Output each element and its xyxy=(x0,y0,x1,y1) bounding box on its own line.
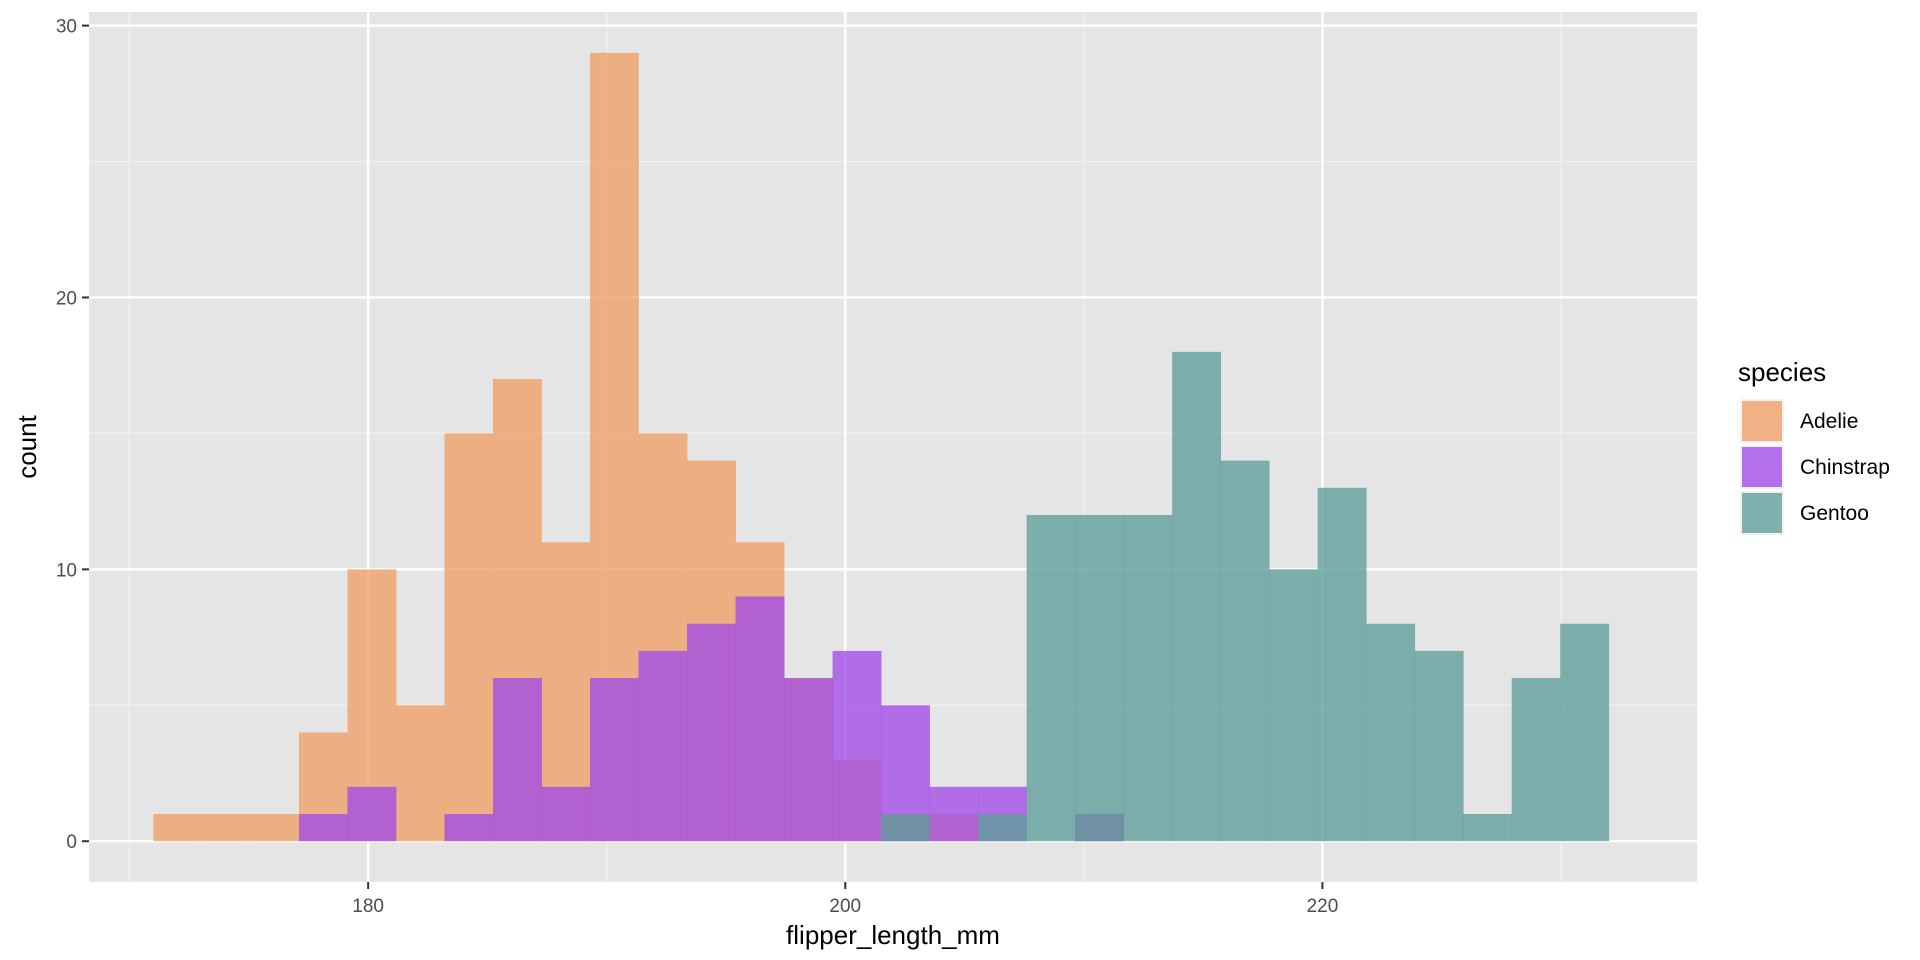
series-chinstrap xyxy=(298,596,1125,842)
bar-gentoo xyxy=(1172,351,1222,842)
bar-gentoo xyxy=(1026,514,1076,842)
legend-label: Chinstrap xyxy=(1800,456,1890,479)
bar-gentoo xyxy=(1220,460,1270,842)
legend-swatch xyxy=(1742,493,1782,533)
legend-item-gentoo: Gentoo xyxy=(1740,491,1869,535)
bar-gentoo xyxy=(1414,650,1464,842)
legend-swatch xyxy=(1742,401,1782,441)
bar-adelie xyxy=(201,814,251,842)
bar-chinstrap xyxy=(444,814,494,842)
bar-gentoo xyxy=(1560,623,1610,842)
bar-chinstrap xyxy=(735,596,785,842)
bar-gentoo xyxy=(881,814,930,842)
histogram-bars xyxy=(153,52,1610,842)
legend: species Adelie Chinstrap Gentoo xyxy=(1738,357,1890,535)
y-axis-title: count xyxy=(12,414,42,478)
bar-adelie xyxy=(250,814,300,842)
bar-adelie xyxy=(153,814,203,842)
y-tick-label: 30 xyxy=(56,17,77,38)
bar-gentoo xyxy=(1317,487,1367,842)
x-tick-label: 180 xyxy=(352,896,384,917)
legend-label: Adelie xyxy=(1800,410,1858,433)
legend-title: species xyxy=(1738,357,1826,387)
legend-item-adelie: Adelie xyxy=(1740,399,1858,443)
bar-gentoo xyxy=(1123,514,1173,842)
bar-chinstrap xyxy=(832,650,882,842)
y-tick-label: 20 xyxy=(56,288,77,309)
bar-gentoo xyxy=(1511,678,1561,842)
bar-chinstrap xyxy=(492,678,542,842)
x-tick-label: 200 xyxy=(829,896,861,917)
bar-adelie xyxy=(395,705,445,842)
y-tick-label: 10 xyxy=(56,560,77,581)
legend-label: Gentoo xyxy=(1800,502,1869,525)
bar-chinstrap xyxy=(347,786,397,842)
bar-chinstrap xyxy=(687,623,736,842)
series-gentoo xyxy=(881,351,1610,842)
legend-swatch xyxy=(1742,447,1782,487)
bar-gentoo xyxy=(1366,623,1416,842)
bar-chinstrap xyxy=(541,786,591,842)
bar-chinstrap xyxy=(298,814,348,842)
legend-items: Adelie Chinstrap Gentoo xyxy=(1740,399,1890,535)
bar-gentoo xyxy=(978,814,1028,842)
bar-chinstrap xyxy=(638,650,688,842)
x-tick-label: 220 xyxy=(1307,896,1339,917)
bar-adelie xyxy=(444,433,494,842)
x-axis-title: flipper_length_mm xyxy=(786,920,1000,950)
bar-chinstrap xyxy=(784,678,833,842)
axes: 180 200 220 0 10 20 30 xyxy=(56,17,1338,917)
y-tick-label: 0 xyxy=(66,832,77,853)
bar-chinstrap xyxy=(929,786,979,842)
bar-gentoo xyxy=(1463,814,1513,842)
legend-item-chinstrap: Chinstrap xyxy=(1740,445,1890,489)
bar-gentoo xyxy=(1075,514,1125,842)
bar-gentoo xyxy=(1269,569,1319,842)
bar-chinstrap xyxy=(590,678,639,842)
